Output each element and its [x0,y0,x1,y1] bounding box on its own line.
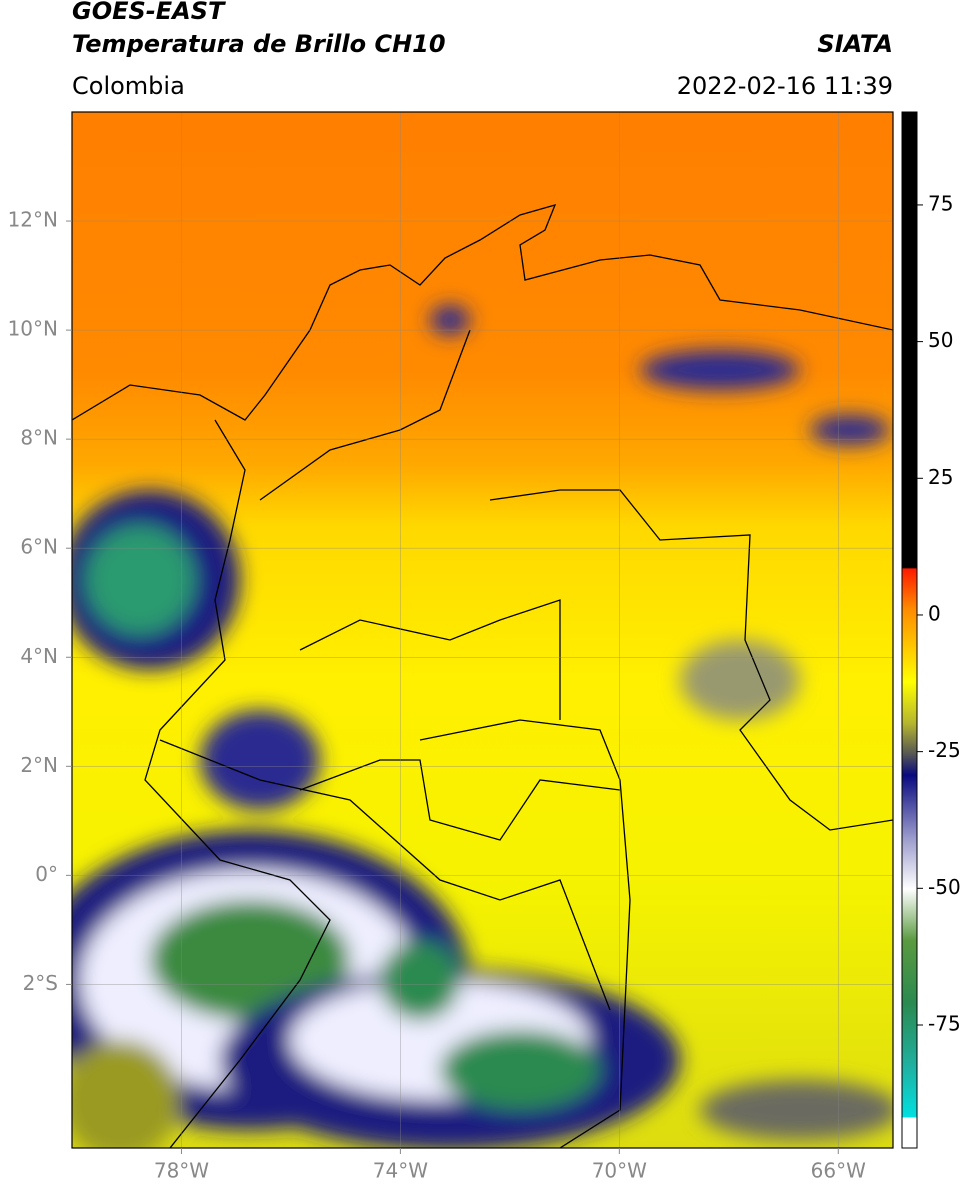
colorbar-label: -50 [928,875,961,899]
colorbar-label: -25 [928,738,961,762]
y-tick-label: 8°N [20,426,58,450]
colorbar-label: 75 [928,191,953,215]
map-frame [71,111,894,1149]
colorbar-label: -75 [928,1011,961,1035]
x-tick-label: 74°W [373,1159,428,1183]
source: SIATA [817,30,893,58]
y-tick-label: 0° [35,862,58,886]
x-tick-label: 70°W [592,1159,647,1183]
graticule [72,112,893,1148]
subtitle: Temperatura de Brillo CH10 [72,30,446,58]
colorbar-label: 50 [928,328,953,352]
y-tick-label: 10°N [8,317,58,341]
datetime: 2022-02-16 11:39 [677,72,893,100]
y-tick-label: 6°N [20,535,58,559]
y-tick-label: 2°N [20,753,58,777]
colorbar [901,111,918,1149]
x-tick-label: 78°W [154,1159,209,1183]
title: GOES-EAST [72,0,226,25]
y-tick-label: 4°N [20,644,58,668]
region: Colombia [72,72,185,100]
y-tick-label: 2°S [23,971,58,995]
y-tick-label: 12°N [8,208,58,232]
colorbar-label: 25 [928,465,953,489]
colorbar-label: 0 [928,601,941,625]
satellite-image [72,112,893,1148]
x-tick-label: 66°W [811,1159,866,1183]
